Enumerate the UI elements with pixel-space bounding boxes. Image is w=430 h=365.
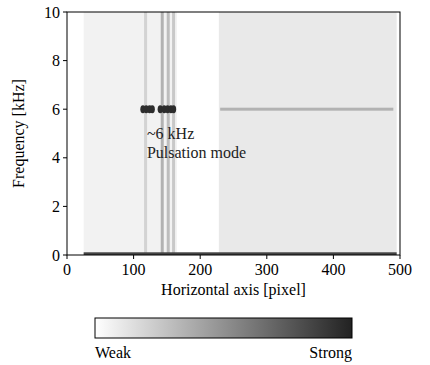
plot-frame: [67, 12, 400, 255]
y-tick: [63, 60, 67, 61]
x-tick: [400, 255, 401, 259]
noise-region: [219, 12, 397, 255]
y-tick: [63, 206, 67, 207]
y-tick: [63, 157, 67, 158]
y-tick: [63, 255, 67, 256]
x-tick-label: 300: [255, 261, 279, 278]
y-tick: [63, 109, 67, 110]
annotation: ~6 kHz: [147, 125, 194, 142]
x-tick: [133, 255, 134, 259]
horizontal-line: [220, 108, 393, 111]
colorbar: [95, 318, 352, 338]
x-tick-label: 100: [122, 261, 146, 278]
x-tick: [333, 255, 334, 259]
y-tick-label: 4: [52, 149, 60, 166]
x-tick: [67, 255, 68, 259]
y-axis-title: Frequency [kHz]: [10, 79, 28, 188]
x-tick-label: 200: [188, 261, 212, 278]
x-axis-title: Horizontal axis [pixel]: [161, 281, 306, 299]
x-tick-label: 0: [63, 261, 71, 278]
y-tick-label: 6: [52, 101, 60, 118]
x-tick: [200, 255, 201, 259]
y-tick-label: 2: [52, 198, 60, 215]
peak: [150, 105, 155, 113]
y-tick-label: 10: [44, 4, 60, 21]
x-tick-label: 500: [388, 261, 412, 278]
chart: 0 100 200 300 400 500 0 2 4 6 8 10 Horizontal axis […: [0, 0, 430, 365]
colorbar-label: Weak: [95, 344, 131, 361]
x-tick: [266, 255, 267, 259]
y-tick-label: 8: [52, 52, 60, 69]
annotation: Pulsation mode: [147, 144, 246, 161]
colorbar-label: Strong: [309, 344, 352, 362]
spectrogram-marks: [84, 12, 397, 255]
y-tick-label: 0: [52, 247, 60, 264]
peak: [171, 105, 176, 113]
y-tick: [63, 12, 67, 13]
x-tick-label: 400: [321, 261, 345, 278]
